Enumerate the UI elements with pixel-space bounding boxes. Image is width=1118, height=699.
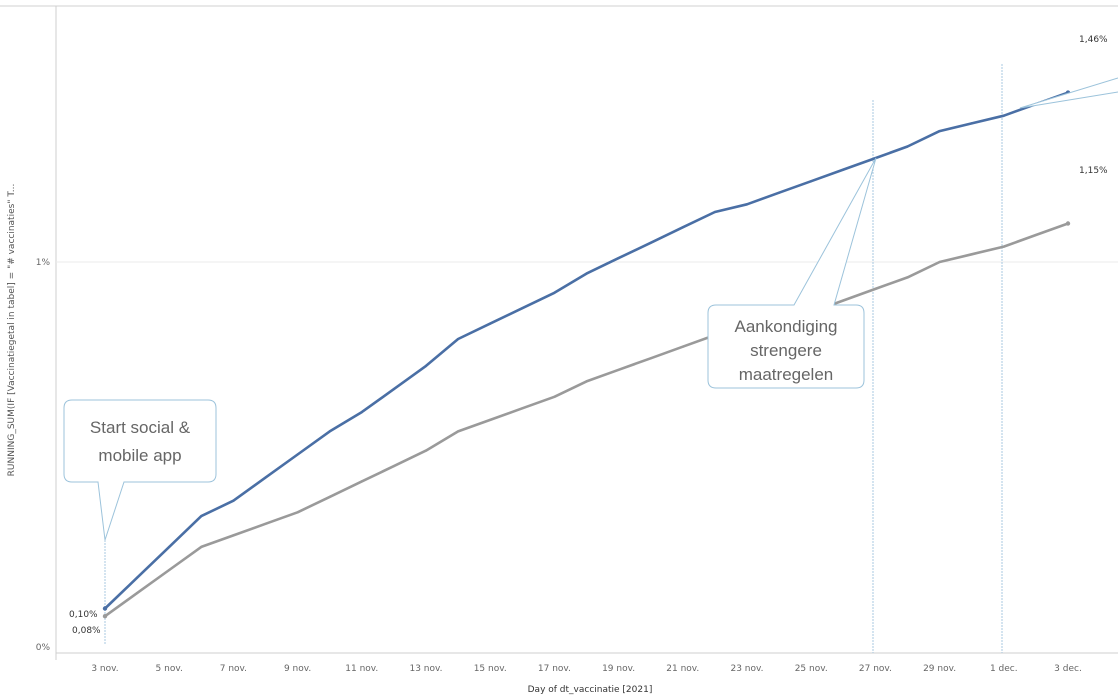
series-2-point bbox=[521, 407, 524, 410]
series-2-point bbox=[489, 418, 492, 421]
series-1-point bbox=[617, 257, 620, 260]
x-tick-label: 23 nov. bbox=[730, 664, 763, 674]
series-2-point bbox=[328, 495, 331, 498]
series-2-point bbox=[1065, 221, 1071, 226]
series-lines bbox=[102, 90, 1071, 619]
series-2-point bbox=[874, 287, 877, 290]
series-2-point bbox=[681, 345, 684, 348]
series-1-point bbox=[745, 203, 749, 206]
series-2-point bbox=[168, 568, 171, 572]
series-1-line bbox=[104, 91, 1069, 610]
callout-announcement-line-3: maatregelen bbox=[739, 365, 834, 384]
series-2-start-label: 0,08% bbox=[72, 626, 101, 636]
series-2-point bbox=[649, 357, 652, 360]
x-tick-label: 27 nov. bbox=[859, 664, 892, 674]
series-2-point bbox=[553, 395, 556, 398]
callout-announcement: Aankondiging strengere maatregelen bbox=[707, 157, 877, 389]
x-tick-label: 19 nov. bbox=[602, 664, 635, 674]
series-1-point bbox=[424, 364, 428, 367]
series-1-point bbox=[649, 241, 652, 244]
series-1-point bbox=[713, 210, 717, 214]
callout-start-social: Start social & mobile app bbox=[63, 399, 217, 541]
series-2-point bbox=[102, 614, 108, 619]
x-tick-label: 15 nov. bbox=[474, 664, 507, 674]
x-tick-label: 9 nov. bbox=[284, 664, 311, 674]
series-1-point bbox=[1002, 114, 1005, 117]
series-2-point bbox=[264, 522, 267, 525]
series-2-point bbox=[617, 368, 620, 371]
series-2-point bbox=[296, 511, 299, 514]
series-2-point bbox=[136, 592, 139, 595]
x-tick-label: 3 dec. bbox=[1054, 664, 1082, 674]
series-2-point bbox=[906, 276, 909, 279]
callout-announcement-line-1: Aankondiging bbox=[734, 317, 837, 336]
series-2-end-label: 1,15% bbox=[1079, 166, 1108, 176]
series-2-point bbox=[200, 545, 203, 549]
series-1-point bbox=[810, 180, 813, 183]
series-1-point bbox=[970, 122, 973, 125]
series-1-point bbox=[585, 272, 588, 275]
series-1-point bbox=[200, 515, 203, 518]
x-tick-label: 13 nov. bbox=[409, 664, 442, 674]
x-tick-label: 3 nov. bbox=[91, 664, 118, 674]
series-2-point bbox=[842, 299, 845, 302]
series-1-point bbox=[264, 476, 267, 479]
series-1-point bbox=[778, 191, 781, 194]
series-2-line bbox=[104, 222, 1069, 618]
x-tick-label: 25 nov. bbox=[795, 664, 828, 674]
series-1-point bbox=[521, 307, 524, 310]
series-1-point bbox=[136, 576, 139, 579]
series-1-point bbox=[457, 337, 460, 341]
x-tick-label: 1 dec. bbox=[990, 664, 1018, 674]
series-2-point bbox=[360, 480, 363, 483]
x-tick-label: 21 nov. bbox=[666, 664, 699, 674]
y-axis-title: RUNNING_SUM(IF [Vaccinatiegetal in tabel… bbox=[7, 184, 17, 477]
callout-right-partial bbox=[1019, 77, 1118, 109]
x-tick-label: 5 nov. bbox=[156, 664, 183, 674]
series-1-end-label: 1,46% bbox=[1079, 35, 1108, 45]
series-1-point bbox=[232, 499, 235, 502]
series-1-point bbox=[102, 606, 108, 611]
callout-announcement-line-2: strengere bbox=[750, 341, 822, 360]
series-2-point bbox=[970, 253, 973, 256]
series-1-point bbox=[842, 168, 845, 171]
x-tick-label: 17 nov. bbox=[538, 664, 571, 674]
series-1-point bbox=[489, 322, 492, 325]
series-1-point bbox=[906, 145, 909, 148]
series-2-point bbox=[392, 465, 395, 468]
series-1-start-label: 0,10% bbox=[69, 610, 98, 620]
x-tick-label: 29 nov. bbox=[923, 664, 956, 674]
series-1-point bbox=[360, 411, 363, 414]
callout-start-line-2: mobile app bbox=[98, 446, 181, 465]
series-2-point bbox=[938, 260, 941, 264]
series-1-point bbox=[168, 545, 171, 549]
series-1-point bbox=[296, 453, 299, 456]
series-2-point bbox=[585, 380, 588, 383]
series-2-point bbox=[457, 430, 460, 433]
series-1-point bbox=[553, 291, 556, 294]
series-2-point bbox=[424, 449, 428, 452]
series-1-point bbox=[681, 226, 684, 229]
series-1-point bbox=[938, 130, 941, 133]
callout-start-line-1: Start social & bbox=[90, 418, 191, 437]
y-tick-label: 1% bbox=[36, 258, 51, 268]
series-2-point bbox=[1002, 245, 1005, 248]
x-tick-label: 7 nov. bbox=[220, 664, 247, 674]
series-1-point bbox=[392, 388, 395, 391]
y-tick-label: 0% bbox=[36, 643, 51, 653]
series-2-point bbox=[1034, 233, 1037, 237]
series-2-point bbox=[232, 534, 235, 537]
x-axis-title: Day of dt_vaccinatie [2021] bbox=[528, 685, 653, 695]
x-tick-label: 11 nov. bbox=[345, 664, 378, 674]
x-tick-labels: 3 nov. 5 nov. 7 nov. 9 nov. 11 nov. 13 nov. 15… bbox=[91, 664, 1081, 674]
series-1-point bbox=[328, 430, 331, 433]
